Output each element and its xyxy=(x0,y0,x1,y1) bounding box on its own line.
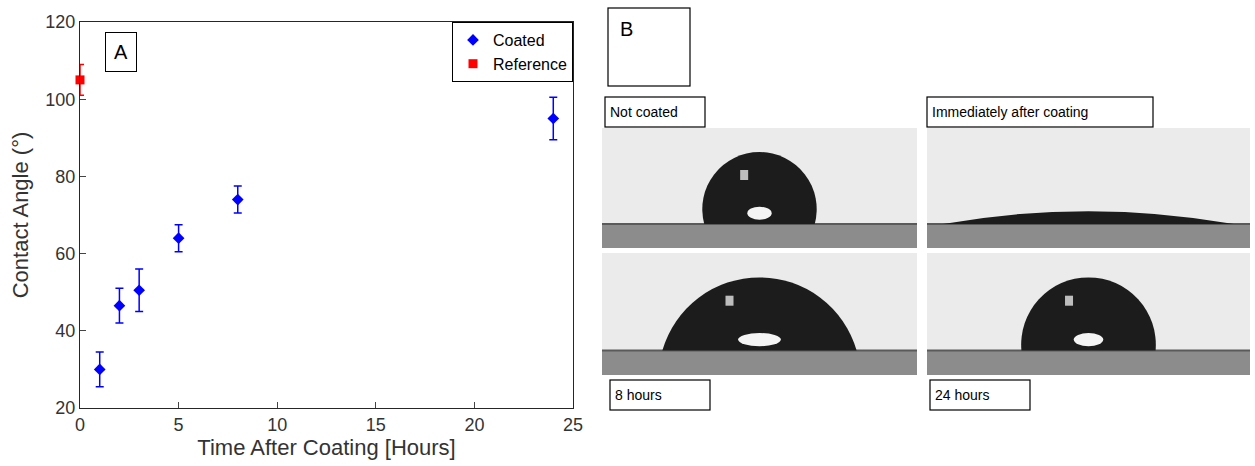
svg-text:60: 60 xyxy=(55,244,75,264)
svg-text:8 hours: 8 hours xyxy=(615,387,662,403)
svg-text:Contact Angle (°): Contact Angle (°) xyxy=(8,132,33,299)
svg-text:25: 25 xyxy=(563,415,583,435)
svg-text:Time After Coating [Hours]: Time After Coating [Hours] xyxy=(197,435,455,460)
svg-text:15: 15 xyxy=(366,415,386,435)
svg-text:A: A xyxy=(114,41,128,63)
svg-text:Coated: Coated xyxy=(493,32,545,49)
svg-text:5: 5 xyxy=(174,415,184,435)
svg-text:120: 120 xyxy=(45,12,75,32)
svg-text:20: 20 xyxy=(55,398,75,418)
svg-text:10: 10 xyxy=(267,415,287,435)
svg-text:80: 80 xyxy=(55,167,75,187)
svg-text:B: B xyxy=(620,18,633,40)
svg-text:24 hours: 24 hours xyxy=(935,387,989,403)
svg-text:100: 100 xyxy=(45,90,75,110)
svg-text:0: 0 xyxy=(75,415,85,435)
svg-text:Reference: Reference xyxy=(493,56,567,73)
svg-text:20: 20 xyxy=(464,415,484,435)
svg-text:40: 40 xyxy=(55,321,75,341)
svg-text:Not coated: Not coated xyxy=(610,104,678,120)
svg-text:Immediately after coating: Immediately after coating xyxy=(932,104,1088,120)
